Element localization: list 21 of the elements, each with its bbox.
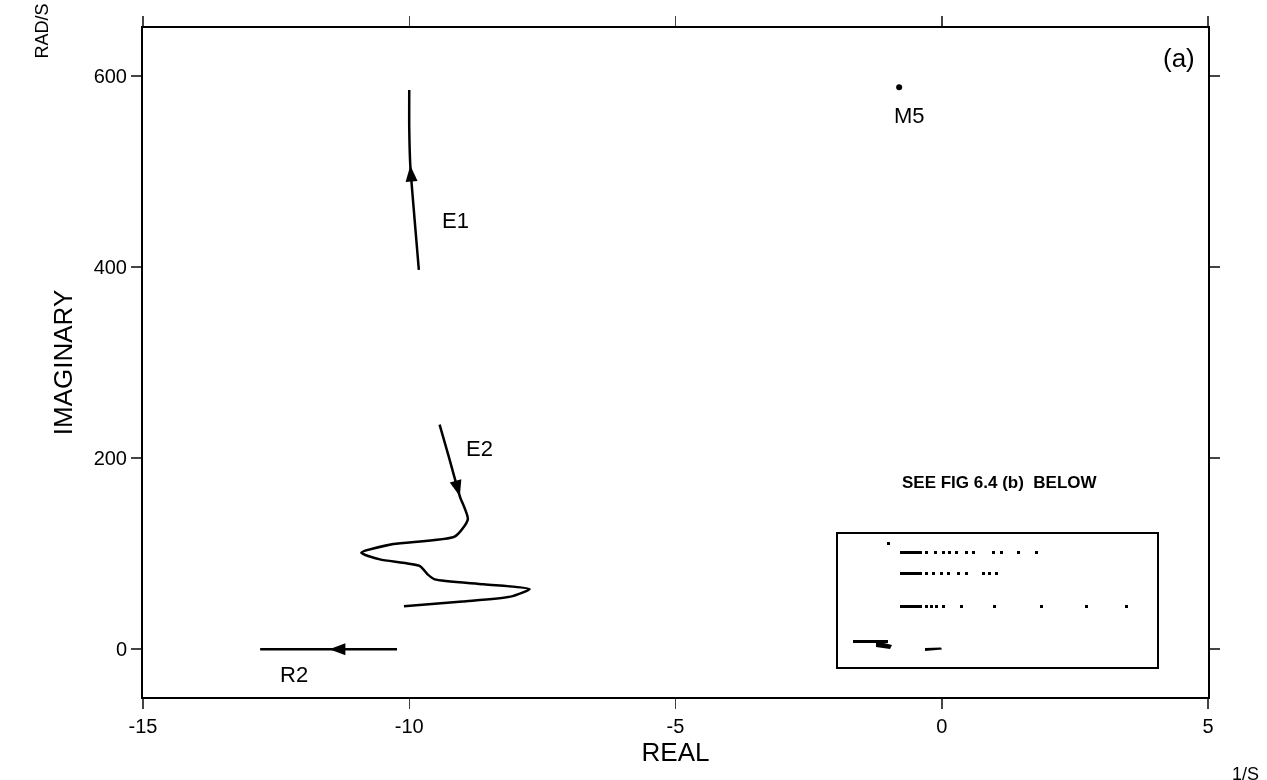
y-tick-label: 200: [93, 447, 127, 470]
series-label: E1: [442, 208, 469, 233]
x-tick-label: 0: [936, 715, 948, 737]
annotation: SEE FIG 6.4 (b) BELOW: [902, 473, 1098, 492]
x-tick-label: 5: [1202, 715, 1214, 737]
line-series: [407, 88, 421, 272]
y-tick-label: 0: [115, 638, 127, 661]
line-series: [360, 423, 531, 608]
text: RAD/S: [32, 3, 53, 59]
x-tick-label: -15: [128, 715, 158, 737]
y-axis-title: IMAGINARY: [47, 289, 78, 436]
series-label: M5: [894, 103, 925, 128]
y-tick-label: 600: [93, 64, 127, 87]
annotation: (a): [1163, 43, 1195, 73]
y-tick-label: 400: [93, 255, 127, 278]
series-label: R2: [280, 662, 309, 687]
x-axis-title: REAL: [641, 737, 710, 767]
x-tick-label: -5: [666, 715, 685, 737]
x-tick-label: -10: [394, 715, 424, 737]
series-label: E2: [466, 436, 493, 461]
text: 1/S: [1232, 764, 1260, 780]
